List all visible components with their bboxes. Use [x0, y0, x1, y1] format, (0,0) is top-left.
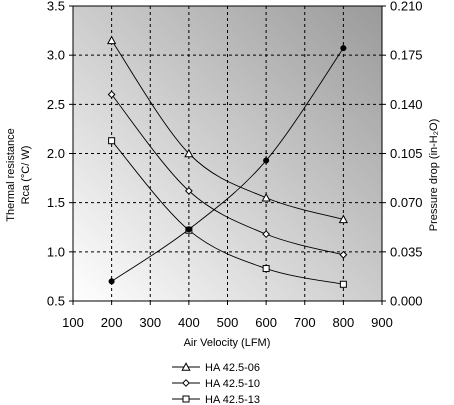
data-point-square	[262, 265, 270, 273]
y-tick-label-left: 3.5	[47, 0, 65, 14]
series-triangle	[106, 35, 349, 224]
y-tick-label-right: 0.210	[390, 0, 423, 14]
y-tick-label-right: 0.035	[390, 244, 423, 259]
ticks	[69, 5, 386, 305]
legend-marker-square	[182, 395, 190, 403]
series-line	[111, 47, 344, 282]
x-tick-label: 700	[294, 315, 316, 330]
y-axis-title-left-line1: Thermal resistance	[5, 128, 17, 222]
legend-item: HA 42.5-10	[172, 378, 260, 390]
y-tick-label-right: 0.000	[390, 294, 423, 309]
series-diamond	[107, 90, 348, 259]
legend-marker-diamond	[182, 379, 190, 387]
x-tick-label: 900	[371, 315, 393, 330]
data-point-diamond	[107, 90, 116, 99]
x-tick-label: 100	[62, 315, 84, 330]
x-tick-label: 400	[178, 315, 200, 330]
data-point-filled-circle	[263, 157, 270, 164]
data-point-filled-circle	[108, 278, 115, 285]
data-point-diamond	[339, 250, 348, 259]
data-point-triangle	[184, 148, 194, 158]
data-point-triangle	[261, 192, 271, 202]
data-point-filled-circle	[340, 45, 347, 52]
series-line	[111, 40, 344, 220]
series-line	[111, 140, 344, 285]
legend-label: HA 42.5-06	[205, 362, 260, 374]
data-point-square	[339, 280, 347, 288]
x-tick-label: 200	[101, 315, 123, 330]
x-tick-label: 300	[139, 315, 161, 330]
legend: HA 42.5-06 HA 42.5-10 HA 42.5-13	[172, 362, 260, 405]
x-tick-label: 600	[255, 315, 277, 330]
y-axis-title-left-line2: Rca (°C/ W)	[20, 146, 32, 205]
series-layer	[106, 35, 349, 288]
x-axis-title: Air Velocity (LFM)	[184, 337, 271, 349]
y-tick-label-right: 0.175	[390, 48, 423, 63]
data-point-filled-circle	[185, 226, 192, 233]
data-point-square	[108, 137, 116, 145]
grid	[73, 6, 382, 301]
y-tick-label-right: 0.105	[390, 146, 423, 161]
tick-labels: 100 200 300 400 500 600 700 800 900 0.5 1.0 1.5 2.0 2…	[47, 0, 423, 330]
legend-label: HA 42.5-10	[205, 378, 260, 390]
y-tick-label-right: 0.070	[390, 195, 423, 210]
data-point-diamond	[184, 186, 193, 195]
y-tick-label-right: 0.140	[390, 97, 423, 112]
y-tick-label-left: 1.5	[47, 195, 65, 210]
series-filled-circle	[108, 45, 347, 285]
y-tick-label-left: 2.5	[47, 97, 65, 112]
series-line	[111, 94, 344, 256]
legend-label: HA 42.5-13	[205, 394, 260, 405]
y-tick-label-left: 0.5	[47, 294, 65, 309]
data-point-triangle	[106, 35, 117, 45]
legend-item: HA 42.5-13	[172, 394, 260, 405]
y-axis-title-right: Pressure drop (in-H₂O)	[428, 119, 440, 231]
data-point-diamond	[262, 230, 271, 239]
y-tick-label-left: 3.0	[47, 48, 65, 63]
y-tick-label-left: 2.0	[47, 146, 65, 161]
data-point-triangle	[338, 214, 349, 224]
x-tick-label: 800	[333, 315, 355, 330]
legend-marker-triangle	[181, 362, 191, 371]
y-tick-label-left: 1.0	[47, 244, 65, 259]
x-tick-label: 500	[217, 315, 239, 330]
legend-item: HA 42.5-06	[172, 362, 260, 374]
